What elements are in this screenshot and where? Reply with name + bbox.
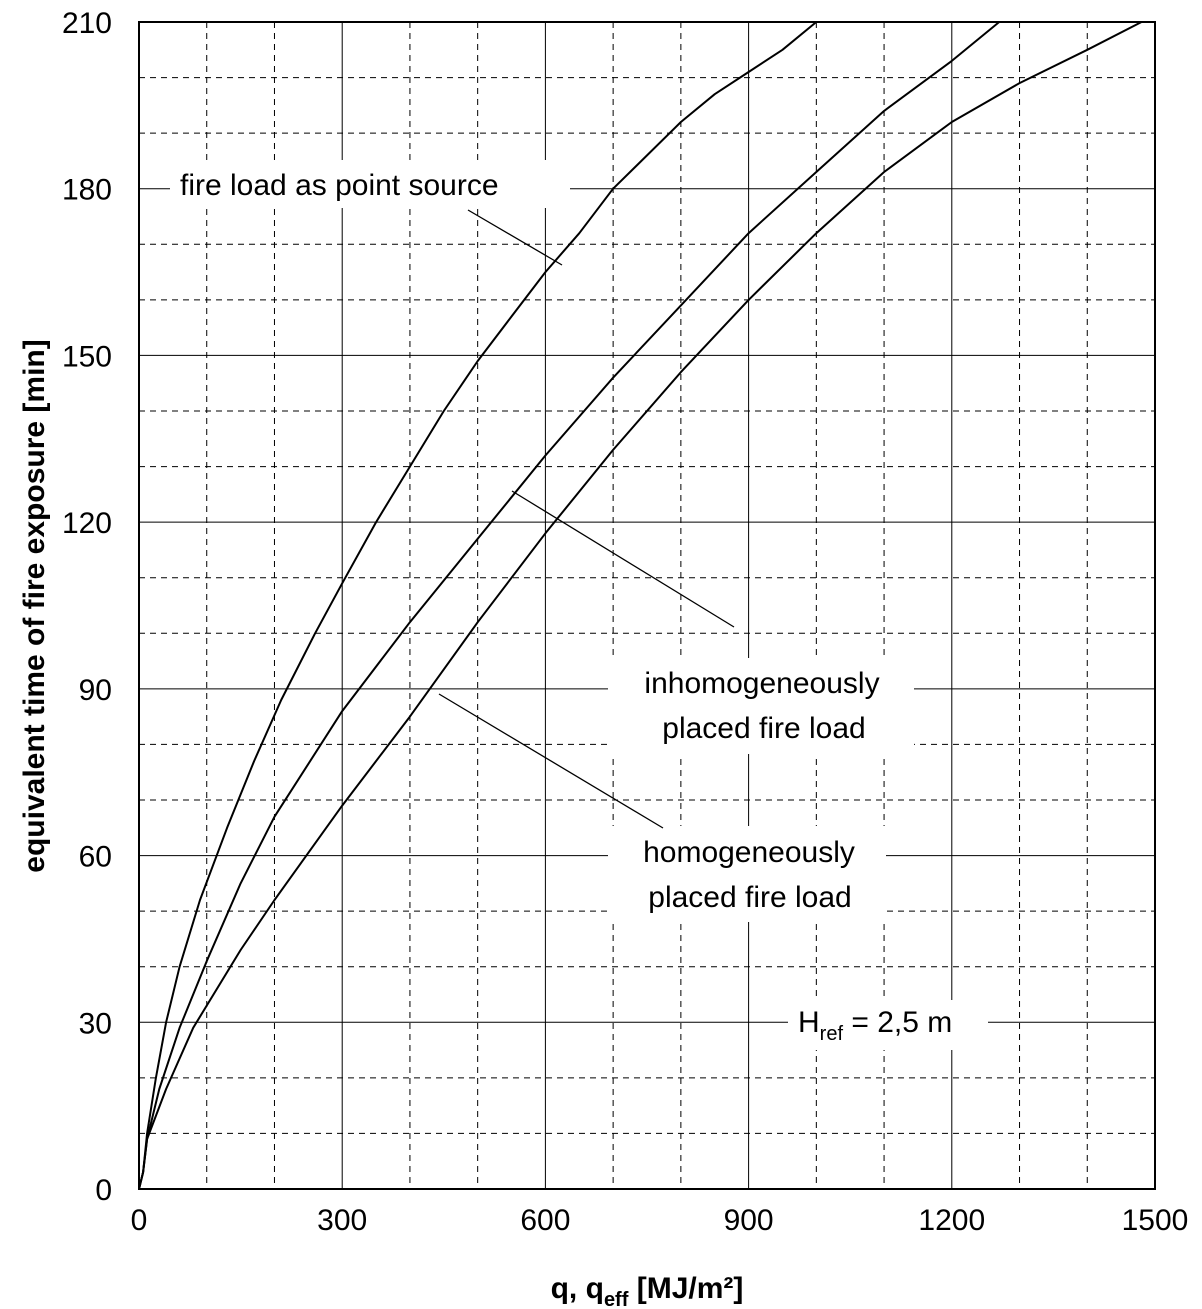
y-tick-label: 210 <box>62 7 112 40</box>
x-axis-title-main: q, q <box>551 1272 604 1305</box>
x-axis-title-tail: [MJ/m²] <box>628 1272 743 1305</box>
y-axis-title: equivalent time of fire exposure [min] <box>18 339 51 872</box>
annotation-bg-inhomogeneous <box>608 658 914 754</box>
y-tick-label: 30 <box>79 1007 112 1040</box>
y-tick-label: 150 <box>62 340 112 373</box>
series-line-inhomogeneous <box>138 21 1000 1190</box>
annotation-homogeneous-line1: homogeneously <box>643 836 855 869</box>
x-tick-labels: 0 300 600 900 1200 1500 <box>131 1204 1189 1237</box>
y-tick-label: 0 <box>95 1174 112 1207</box>
x-tick-label: 1200 <box>918 1204 985 1237</box>
series-layer <box>138 21 1155 1190</box>
leader-line-homogeneous <box>438 693 664 829</box>
series-line-homogeneous <box>138 21 1155 1190</box>
annotation-inhomogeneous-line1: inhomogeneously <box>644 667 879 700</box>
plot-frame <box>138 21 1156 1190</box>
annotation-layer: fire load as point source inhomogeneousl… <box>170 160 988 1050</box>
x-tick-label: 600 <box>520 1204 570 1237</box>
annotation-point-source: fire load as point source <box>180 169 499 202</box>
y-tick-label: 60 <box>79 841 112 874</box>
y-tick-label: 180 <box>62 174 112 207</box>
x-tick-label: 300 <box>317 1204 367 1237</box>
x-tick-label: 900 <box>724 1204 774 1237</box>
annotation-href: Href = 2,5 m <box>798 1006 952 1045</box>
x-axis-title-sub: eff <box>604 1289 629 1309</box>
annotation-bg-point-source <box>170 160 570 208</box>
annotation-bg-href <box>788 1000 988 1050</box>
series-line-point <box>138 21 817 1190</box>
annotation-href-sub: ref <box>820 1023 844 1045</box>
minor-gridlines <box>139 22 1155 1189</box>
x-tick-label: 1500 <box>1122 1204 1189 1237</box>
leader-line-inhomogeneous <box>511 490 735 628</box>
x-axis-title: q, qeff [MJ/m²] <box>551 1272 744 1309</box>
annotation-href-main: H <box>798 1006 820 1039</box>
annotation-bg-homogeneous <box>608 826 886 922</box>
x-tick-label: 0 <box>131 1204 148 1237</box>
y-tick-label: 90 <box>79 674 112 707</box>
leader-line-point-source <box>467 209 563 266</box>
y-tick-label: 120 <box>62 507 112 540</box>
annotation-href-tail: = 2,5 m <box>843 1006 952 1039</box>
y-tick-labels: 0 30 60 90 120 150 180 210 <box>62 7 112 1207</box>
annotation-inhomogeneous-line2: placed fire load <box>662 712 865 745</box>
annotation-homogeneous-line2: placed fire load <box>648 881 851 914</box>
